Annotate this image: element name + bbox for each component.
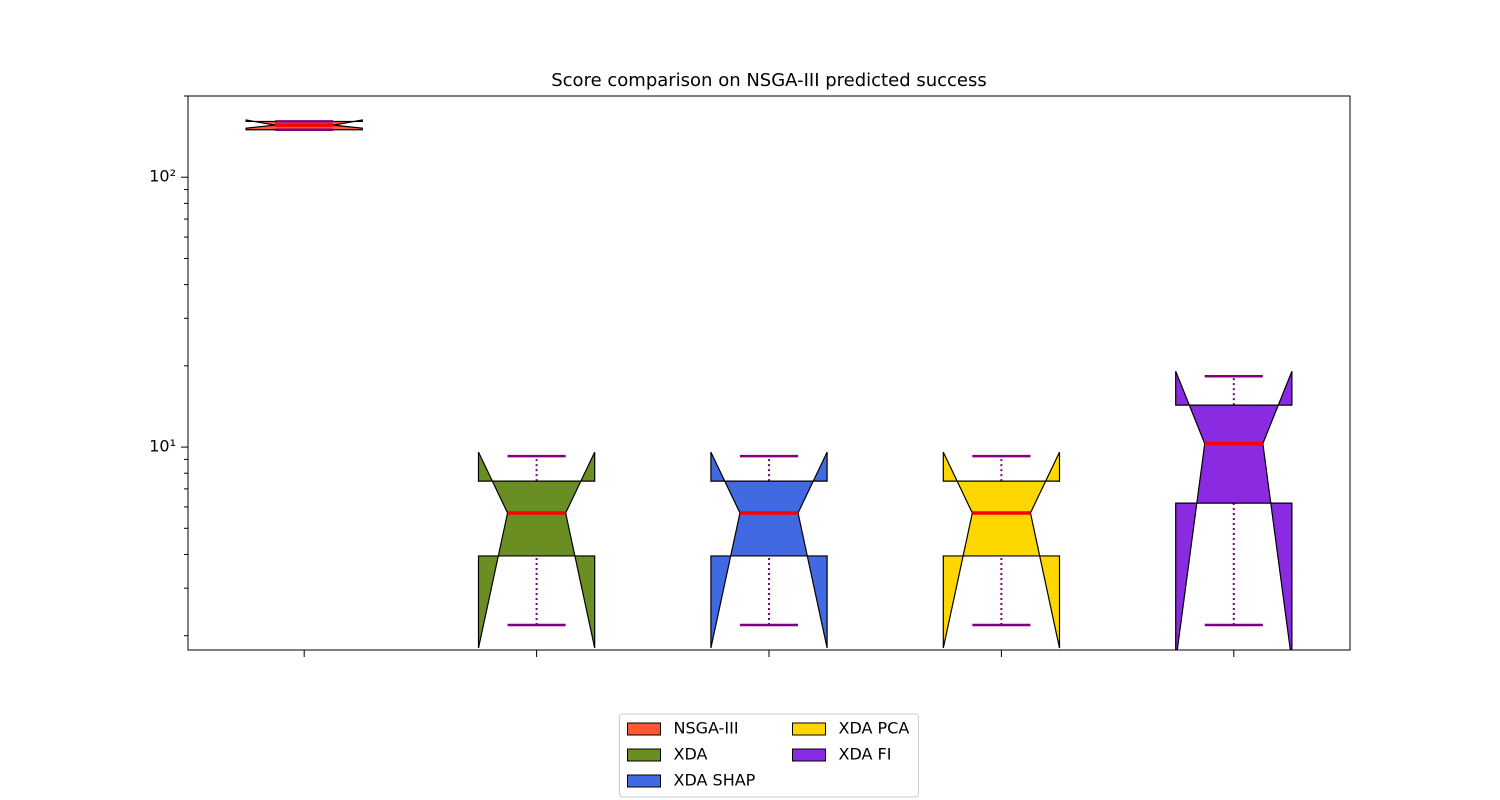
- legend-swatch: [627, 774, 661, 788]
- legend-swatch: [627, 748, 661, 762]
- legend-swatch: [792, 722, 826, 736]
- legend-label: XDA: [674, 745, 708, 764]
- box: [942, 451, 1061, 649]
- legend-label: XDA SHAP: [674, 771, 756, 790]
- box: [710, 451, 828, 649]
- legend-swatch: [627, 722, 661, 736]
- legend-label: NSGA-III: [674, 719, 739, 738]
- legend-frame: [619, 713, 919, 798]
- legend-swatch: [792, 748, 826, 762]
- box: [477, 451, 596, 649]
- y-tick-label: 10¹: [149, 437, 176, 456]
- chart-title: Score comparison on NSGA-III predicted s…: [551, 70, 987, 91]
- legend-label: XDA PCA: [839, 719, 910, 738]
- legend-label: XDA FI: [839, 745, 892, 764]
- box: [1175, 371, 1293, 650]
- plot-area: [245, 119, 1293, 650]
- y-tick-label: 10²: [149, 167, 176, 186]
